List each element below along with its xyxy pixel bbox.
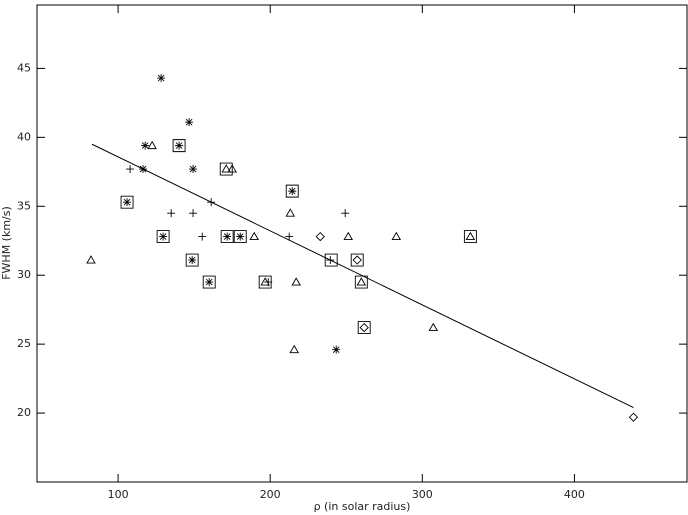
point-square (202, 275, 216, 289)
point-triangle (86, 255, 96, 264)
point-diamond (628, 412, 639, 422)
point-square (120, 195, 134, 209)
point-triangle (391, 231, 402, 241)
point-triangle (465, 231, 476, 241)
x-tick-label: 300 (412, 488, 433, 501)
point-plus (126, 165, 135, 174)
point-square (233, 230, 247, 244)
y-tick-label: 20 (17, 406, 31, 419)
point-diamond (359, 322, 369, 333)
point-asterisk (175, 141, 184, 150)
point-triangle (343, 231, 354, 241)
point-square (219, 162, 233, 176)
point-asterisk (223, 232, 232, 241)
point-square (350, 253, 364, 267)
point-square (258, 275, 272, 289)
x-tick-label: 100 (108, 488, 129, 501)
point-diamond (315, 231, 325, 242)
point-triangle (291, 277, 301, 286)
y-tick-label: 30 (17, 268, 31, 281)
x-axis-title: ρ (in solar radius) (314, 500, 411, 513)
point-triangle (260, 277, 270, 286)
point-asterisk (123, 198, 132, 207)
point-square (285, 184, 299, 198)
y-tick-label: 35 (17, 199, 31, 212)
point-triangle (221, 164, 232, 173)
point-square (220, 230, 234, 244)
point-asterisk (236, 232, 245, 241)
point-plus (341, 209, 350, 218)
point-square (172, 139, 186, 153)
y-tick-label: 40 (17, 130, 31, 143)
x-tick-label: 400 (564, 488, 585, 501)
point-plus (167, 209, 176, 218)
y-tick-label: 25 (17, 337, 31, 350)
point-square (357, 321, 371, 335)
point-square (324, 253, 338, 267)
point-asterisk (157, 74, 166, 83)
point-triangle (428, 322, 439, 332)
point-triangle (285, 208, 296, 217)
point-diamond (352, 255, 362, 265)
point-plus (285, 232, 294, 241)
point-plus (198, 232, 207, 241)
point-asterisk (188, 256, 197, 265)
point-asterisk (288, 187, 297, 196)
point-triangle (356, 277, 367, 286)
point-triangle (147, 140, 157, 150)
point-asterisk (159, 232, 168, 241)
point-asterisk (189, 165, 198, 174)
point-square (156, 230, 170, 244)
fit-line (91, 143, 634, 409)
y-tick-label: 45 (17, 61, 31, 74)
point-asterisk (185, 118, 194, 127)
point-plus (189, 209, 198, 218)
point-square (185, 253, 199, 267)
plot-frame (36, 4, 688, 483)
point-asterisk (332, 345, 341, 354)
point-asterisk (205, 278, 214, 287)
point-asterisk (141, 141, 150, 150)
point-triangle (249, 231, 259, 241)
x-tick-label: 200 (260, 488, 281, 501)
y-axis-title: FWHM (km/s) (0, 206, 13, 280)
point-square (463, 230, 477, 244)
point-triangle (289, 344, 300, 354)
